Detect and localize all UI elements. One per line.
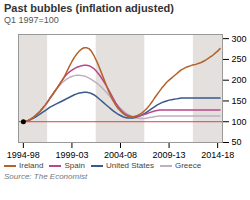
svg-text:2014-18: 2014-18 xyxy=(201,150,234,160)
html-text:Q1 1997=100: Q1 1997=100 xyxy=(4,15,59,25)
html-text:Greece: Greece xyxy=(175,161,202,170)
html-text:Ireland: Ireland xyxy=(19,161,44,170)
svg-text:300: 300 xyxy=(232,34,247,44)
html-text:Past bubbles (inflation adjust: Past bubbles (inflation adjusted) xyxy=(4,2,174,14)
html-text:United States: United States xyxy=(105,161,154,170)
html-text:Source: The Economist: Source: The Economist xyxy=(4,172,88,181)
svg-text:2004-08: 2004-08 xyxy=(104,150,137,160)
svg-text:200: 200 xyxy=(232,75,247,85)
svg-text:250: 250 xyxy=(232,54,247,64)
svg-text:100: 100 xyxy=(232,117,247,127)
svg-text:1994-98: 1994-98 xyxy=(7,150,40,160)
html-text:Spain: Spain xyxy=(64,161,85,170)
svg-text:150: 150 xyxy=(232,96,247,106)
svg-text:1999-03: 1999-03 xyxy=(55,150,88,160)
svg-text:2009-13: 2009-13 xyxy=(153,150,186,160)
svg-text:50: 50 xyxy=(232,137,242,147)
